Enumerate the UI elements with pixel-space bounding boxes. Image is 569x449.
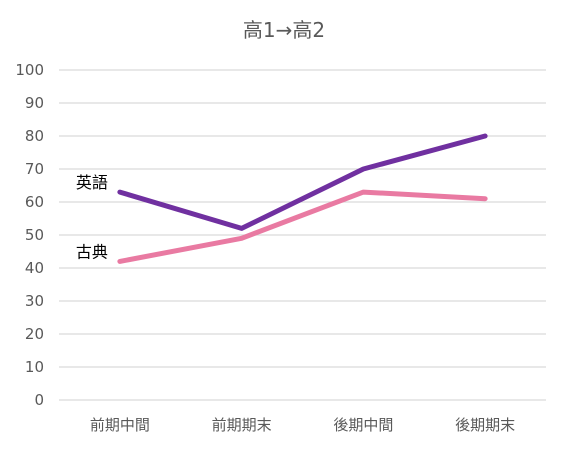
y-tick-label-10: 10	[25, 358, 44, 376]
y-tick-label-0: 0	[34, 391, 44, 409]
gridlines	[59, 69, 546, 401]
x-tick-label: 前期期末	[212, 416, 272, 434]
y-tick-label-50: 50	[25, 226, 44, 244]
series-line-2	[117, 189, 488, 264]
y-tick-label-100: 100	[15, 61, 44, 79]
y-tick-label-30: 30	[25, 292, 44, 310]
series-label-2: 古典	[76, 242, 108, 261]
chart-title: 高1→高2	[243, 18, 325, 42]
y-tick-label-60: 60	[25, 193, 44, 211]
y-tick-label-90: 90	[25, 94, 44, 112]
x-tick-label: 後期期末	[455, 416, 515, 434]
x-axis-ticks: 前期中間 前期期末 後期中間 後期期末	[90, 416, 515, 434]
x-tick-label: 後期中間	[333, 416, 393, 434]
y-tick-label-40: 40	[25, 259, 44, 277]
y-tick-label-70: 70	[25, 160, 44, 178]
y-tick-label-20: 20	[25, 325, 44, 343]
series-label-1: 英語	[76, 173, 108, 192]
y-tick-label-80: 80	[25, 127, 44, 145]
y-axis-ticks: 0 10 20 30 40 50 60 70 80 90 100	[15, 61, 44, 409]
series-line-1	[117, 133, 488, 231]
series-lines	[117, 133, 488, 264]
x-tick-label: 前期中間	[90, 416, 150, 434]
